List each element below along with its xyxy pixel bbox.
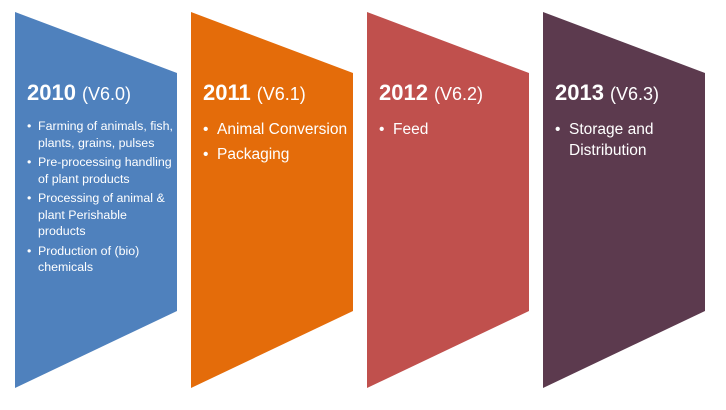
bullet-item: Feed (379, 119, 529, 140)
panel-year: 2013 (555, 80, 604, 105)
bullet-item: Processing of animal & plant Perishable … (27, 190, 177, 240)
bullet-item: Packaging (203, 144, 353, 165)
panel-title: 2012 (V6.2) (379, 80, 529, 106)
bullet-item: Storage and Distribution (555, 119, 720, 161)
panel-version: (V6.0) (81, 84, 131, 104)
chevron-2013 (543, 12, 705, 388)
panel-version: (V6.1) (256, 84, 306, 104)
panel-2012: 2012(V6.2) Feed (379, 80, 529, 144)
bullet-list: Feed (379, 119, 529, 140)
bullet-list: Farming of animals, fish, plants, grains… (27, 118, 177, 276)
panel-title: 2011 (V6.1) (203, 80, 353, 106)
bullet-list: Animal Conversion Packaging (203, 119, 353, 165)
panel-year: 2011 (203, 80, 251, 105)
chevron-2012 (367, 12, 529, 388)
panel-2010: 2010(V6.0) Farming of animals, fish, pla… (27, 80, 177, 279)
panel-2013: 2013(V6.3) Storage and Distribution (555, 80, 720, 165)
bullet-item: Farming of animals, fish, plants, grains… (27, 118, 177, 151)
bullet-item: Pre-processing handling of plant product… (27, 154, 177, 187)
bullet-list: Storage and Distribution (555, 119, 720, 161)
panel-title: 2013 (V6.3) (555, 80, 720, 106)
panel-year: 2012 (379, 80, 428, 105)
panel-2011: 2011(V6.1) Animal Conversion Packaging (203, 80, 353, 169)
panel-title: 2010 (V6.0) (27, 80, 177, 106)
bullet-item: Production of (bio) chemicals (27, 243, 177, 276)
panel-version: (V6.2) (433, 84, 483, 104)
bullet-item: Animal Conversion (203, 119, 353, 140)
panel-version: (V6.3) (609, 84, 659, 104)
chevron-2011 (191, 12, 353, 388)
panel-year: 2010 (27, 80, 76, 105)
